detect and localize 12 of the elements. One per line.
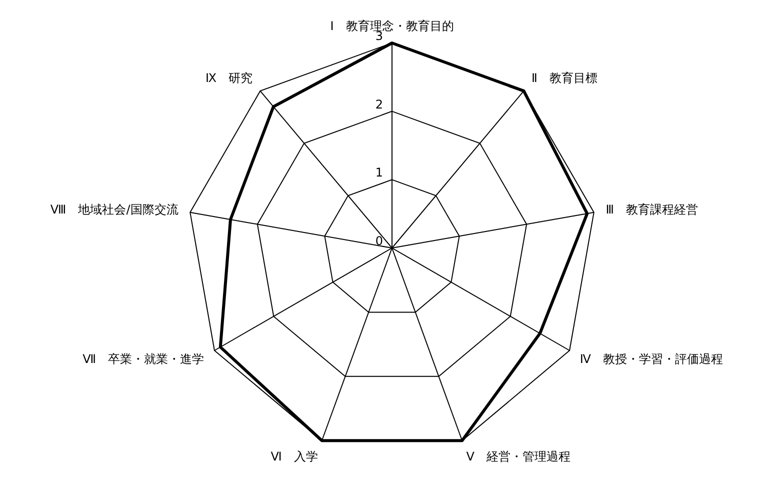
y-tick-label: 1 — [375, 166, 383, 180]
spoke-label: Ⅶ 卒業・就業・進学 — [82, 352, 204, 366]
spoke-label: Ⅳ 教授・学習・評価過程 — [580, 352, 724, 366]
spoke-label: Ⅷ 地域社会/国際交流 — [50, 202, 178, 216]
spoke-label: Ⅴ 経営・管理過程 — [466, 450, 570, 464]
spoke-label: Ⅸ 研究 — [206, 70, 253, 85]
spoke-label: Ⅰ 教育理念・教育目的 — [330, 19, 454, 33]
spoke-label: Ⅲ 教育課程経営 — [606, 202, 698, 216]
spoke-label: Ⅵ 入学 — [270, 450, 318, 464]
y-tick-label: 0 — [375, 234, 383, 248]
y-tick-label: 2 — [375, 97, 383, 112]
spoke-label: Ⅱ 教育目標 — [531, 70, 598, 85]
